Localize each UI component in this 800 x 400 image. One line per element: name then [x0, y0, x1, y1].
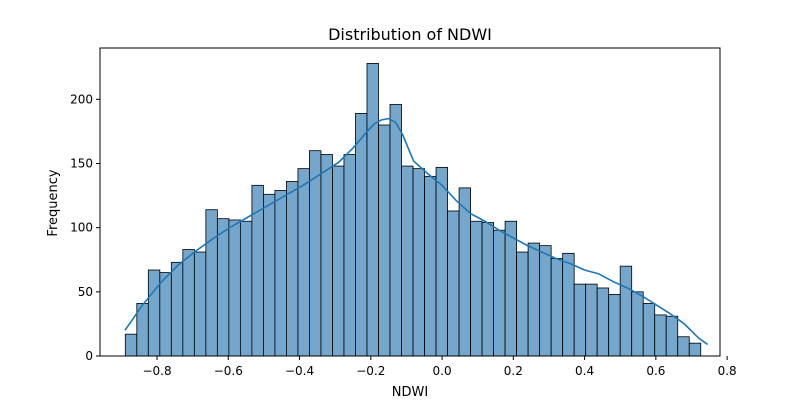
histogram-bar: [205, 209, 218, 357]
histogram-bar: [170, 261, 184, 357]
histogram-bar: [562, 252, 575, 357]
histogram-bar: [228, 219, 241, 357]
histogram-bar: [677, 336, 690, 357]
histogram-bar: [470, 220, 483, 357]
y-tick-label: 200: [70, 92, 93, 106]
x-tick-label: 0.2: [504, 364, 523, 378]
histogram-bar: [596, 287, 610, 357]
y-tick-label: 100: [70, 221, 93, 235]
histogram-bar: [274, 190, 287, 357]
histogram-bar: [286, 181, 299, 357]
histogram-bar: [401, 165, 414, 357]
histogram-bar: [412, 168, 425, 357]
histogram-bar: [343, 154, 356, 357]
x-tick-label: 0.4: [575, 364, 594, 378]
histogram-bar: [332, 165, 345, 357]
histogram-bar: [493, 229, 506, 357]
histogram-bar: [389, 104, 402, 357]
x-tick-label: 0.0: [433, 364, 452, 378]
x-tick-label: −0.6: [214, 364, 243, 378]
histogram-bar: [585, 283, 598, 357]
chart-title: Distribution of NDWI: [328, 25, 492, 44]
histogram-bar: [504, 220, 518, 357]
histogram-bar: [193, 251, 207, 357]
histogram-bar: [654, 314, 667, 357]
histogram-bar: [516, 251, 529, 357]
histogram-bar: [435, 166, 448, 357]
x-tick-label: 0.8: [718, 364, 737, 378]
x-tick-label: 0.6: [646, 364, 665, 378]
histogram-bar: [239, 220, 253, 357]
x-tick-label: −0.8: [142, 364, 171, 378]
histogram-bar: [573, 283, 587, 357]
y-axis-label: Frequency: [46, 169, 61, 236]
histogram-bar: [608, 293, 621, 357]
histogram-bar: [309, 150, 322, 357]
y-tick-label: 150: [70, 157, 93, 171]
histogram-bar: [458, 187, 471, 357]
x-tick-label: −0.4: [285, 364, 314, 378]
kde-curve: [124, 117, 708, 346]
histogram-bar: [147, 269, 161, 357]
x-axis-label: NDWI: [392, 385, 428, 400]
histogram-bar: [159, 272, 172, 357]
histogram-bar: [539, 245, 552, 357]
histogram-bar: [366, 63, 379, 357]
x-tick-label: −0.2: [356, 364, 385, 378]
histogram-bar: [631, 291, 644, 357]
histogram-bar: [424, 175, 437, 357]
plot-frame: [99, 47, 721, 357]
y-tick-label: 0: [85, 349, 93, 363]
histogram-bar: [688, 342, 702, 357]
histogram-bars: [124, 63, 702, 357]
histogram-bar: [665, 315, 679, 357]
histogram-bar: [355, 113, 368, 357]
y-tick-label: 50: [78, 285, 93, 299]
histogram-bar: [124, 333, 138, 357]
histogram-bar: [378, 124, 391, 357]
histogram-bar: [182, 249, 195, 357]
histogram-bar: [263, 193, 276, 357]
histogram-bar: [550, 258, 564, 357]
histogram-bar: [481, 222, 494, 357]
histogram-bar: [527, 242, 541, 357]
histogram-bar: [642, 302, 656, 357]
histogram-bar: [447, 210, 460, 357]
histogram-bar: [619, 265, 633, 357]
x-axis-ticks: −0.8 −0.6 −0.4 −0.2 0.0 0.2 0.4 0.6 0.8: [142, 356, 737, 378]
y-axis-ticks: 0 50 100 150 200: [70, 92, 100, 363]
histogram-bar: [216, 218, 230, 357]
histogram-bar: [297, 168, 310, 357]
histogram-bar: [320, 154, 333, 357]
